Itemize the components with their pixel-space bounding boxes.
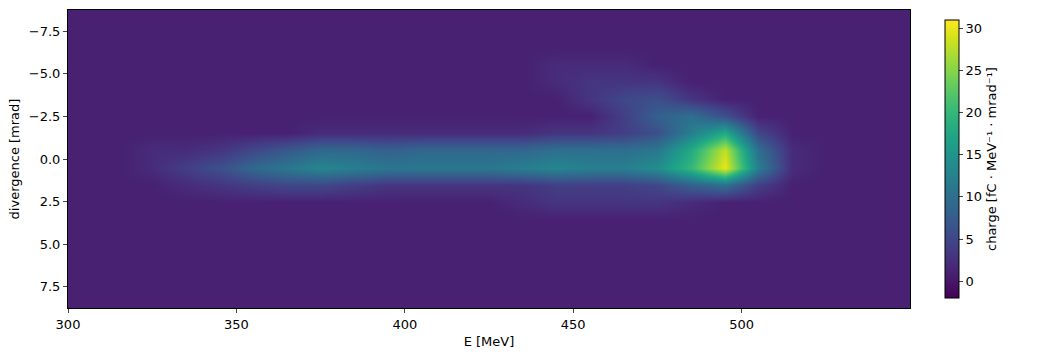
svg-text:divergence [mrad]: divergence [mrad] — [7, 99, 22, 220]
svg-text:−5.0: −5.0 — [29, 66, 61, 81]
svg-text:7.5: 7.5 — [40, 279, 61, 294]
svg-text:−7.5: −7.5 — [29, 24, 61, 39]
svg-text:300: 300 — [56, 317, 81, 332]
svg-text:10: 10 — [966, 189, 983, 204]
svg-text:2.5: 2.5 — [40, 194, 61, 209]
svg-text:0.0: 0.0 — [40, 152, 61, 167]
svg-text:−2.5: −2.5 — [29, 109, 61, 124]
svg-text:5.0: 5.0 — [40, 237, 61, 252]
svg-text:30: 30 — [966, 21, 983, 36]
svg-text:400: 400 — [392, 317, 417, 332]
svg-text:350: 350 — [224, 317, 249, 332]
svg-text:20: 20 — [966, 105, 983, 120]
svg-text:charge [fC · MeV⁻¹ · mrad⁻¹]: charge [fC · MeV⁻¹ · mrad⁻¹] — [984, 67, 999, 251]
svg-text:15: 15 — [966, 147, 983, 162]
svg-text:E [MeV]: E [MeV] — [464, 334, 515, 349]
svg-text:5: 5 — [966, 232, 974, 247]
svg-text:25: 25 — [966, 63, 983, 78]
svg-text:450: 450 — [561, 317, 586, 332]
svg-text:500: 500 — [729, 317, 754, 332]
svg-text:0: 0 — [966, 274, 974, 289]
